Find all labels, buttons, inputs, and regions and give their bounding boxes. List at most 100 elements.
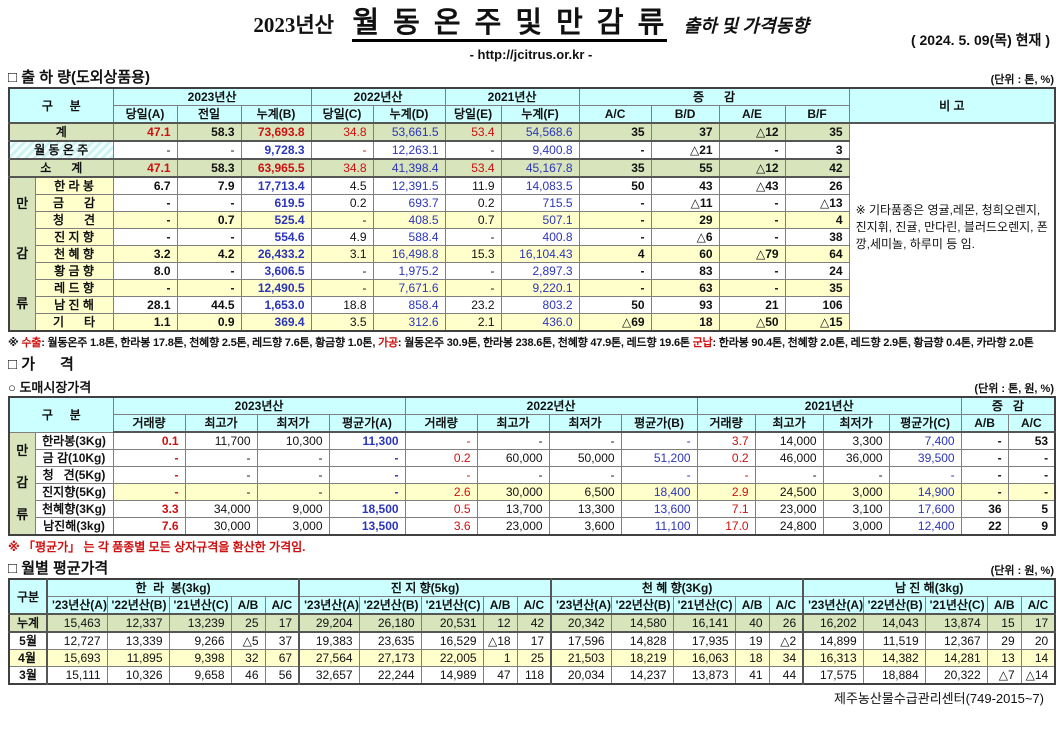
col-header: '22년산(B): [106, 596, 170, 615]
footnote-segment: 수출: [21, 337, 42, 349]
cell: 2.9: [696, 483, 756, 501]
cell: 29: [650, 211, 720, 229]
cell: 11,300: [328, 431, 406, 450]
cell: 67: [264, 649, 300, 667]
cell: 14,899: [802, 631, 864, 650]
cell: 29: [986, 631, 1022, 650]
cell: 13,500: [328, 517, 406, 536]
cell: -: [960, 449, 1009, 467]
cell: -: [888, 466, 962, 484]
cell: 35: [784, 279, 850, 297]
cell: △6: [650, 228, 720, 246]
cell: 47.1: [112, 158, 178, 178]
cell: 55: [650, 158, 720, 178]
row-label: 남진해(3kg): [34, 517, 114, 536]
cell: 1,653.0: [240, 296, 312, 314]
col-header: 평균가(C): [888, 414, 962, 433]
cell: 6.7: [112, 176, 178, 195]
page-title: 월 동 온 주 및 만 감 류: [352, 7, 668, 42]
cell: △79: [718, 245, 786, 263]
cell: 53: [1007, 431, 1056, 450]
cell: -: [718, 140, 786, 160]
cell: -: [112, 228, 178, 246]
cell: 4: [578, 245, 652, 263]
footer-org: 제주농산물수급관리센터(749-2015~7): [834, 691, 1044, 706]
cell: 2.1: [444, 313, 502, 332]
cell: -: [718, 211, 786, 229]
price-table: 구 분 2023년산 2022년산 2021년산 증 감 거래량 최고가 최저가 평균가(A) 거…: [8, 396, 1057, 536]
monthly-section-head: □ 월별 평균가격 (단위 : 원, %): [8, 557, 1054, 578]
cell: 30,000: [184, 517, 258, 536]
shipment-row: 청 견 -0.7 525.4-408.5 0.7 507.1-29-4: [9, 211, 1055, 229]
cell: 715.5: [500, 194, 580, 212]
cell: -: [960, 483, 1009, 501]
col-header: 한 라 봉(3kg): [45, 578, 300, 597]
cell: -: [822, 466, 890, 484]
col-header: A/B: [734, 596, 770, 615]
cell: 619.5: [240, 194, 312, 212]
cell: 693.7: [372, 194, 446, 212]
cell: 400.8: [500, 228, 580, 246]
cell: 4.5: [310, 176, 374, 195]
cell: 1: [482, 649, 518, 667]
price-table-header: 구 분 2023년산 2022년산 2021년산 증 감 거래량 최고가 최저가 평균가(A) 거…: [8, 396, 1056, 433]
report-page: 2023년산 월 동 온 주 및 만 감 류 출하 및 가격동향 - http:…: [8, 7, 1057, 706]
col-header: 2023년산: [112, 396, 406, 415]
cell: 26: [768, 613, 804, 633]
shipment-unit-label: (단위 : 톤, %): [990, 74, 1054, 86]
col-header: A/C: [516, 596, 552, 615]
row-label: 한 라 봉: [34, 176, 114, 195]
col-header: 2022년산: [404, 396, 698, 415]
cell: 3,600: [548, 517, 622, 536]
cell: 54,568.6: [500, 122, 580, 142]
cell: -: [444, 228, 502, 246]
col-header: '23년산(A): [802, 596, 864, 615]
shipment-table-body: 계 47.1 58.3 73,693.8 34.8 53,661.5 53.4 54,568.…: [8, 122, 1056, 332]
cell: 17: [1020, 613, 1056, 633]
title-year: 2023년산: [253, 13, 334, 37]
cell: 23,000: [754, 500, 824, 518]
cell: 7.1: [696, 500, 756, 518]
col-header: 2022년산: [310, 87, 446, 106]
col-header: 누계(F): [500, 105, 580, 124]
cell: 14,237: [610, 666, 674, 685]
cell: 58.3: [176, 122, 242, 142]
cell: -: [176, 140, 242, 160]
cell: -: [256, 449, 330, 467]
cell: 17,935: [672, 631, 736, 650]
col-header: '21년산(C): [168, 596, 232, 615]
cell: 18.8: [310, 296, 374, 314]
cell: 11,519: [862, 631, 926, 650]
cell: 13,600: [620, 500, 698, 518]
cell: -: [578, 211, 652, 229]
price-row: 남진해(3kg) 7.6 30,000 3,000 13,500 3.6 23,000 3,6…: [9, 517, 1056, 536]
cell: 13,339: [106, 631, 170, 650]
cell: 2,897.3: [500, 262, 580, 280]
cell: -: [112, 194, 178, 212]
cell: 12,391.5: [372, 176, 446, 195]
cell: 41,398.4: [372, 158, 446, 178]
cell: 24,500: [754, 483, 824, 501]
cell: 0.5: [404, 500, 478, 518]
shipment-row: 남 진 해 28.1 44.5 1,653.0 18.8 858.4 23.2 803.2 50…: [9, 296, 1055, 314]
cell: 408.5: [372, 211, 446, 229]
cell: 554.6: [240, 228, 312, 246]
cell: 38: [784, 228, 850, 246]
cell: 24,800: [754, 517, 824, 536]
footnote-segment: : 월동온주 1.8톤, 한라봉 17.8톤, 천혜향 2.5톤, 레드향 7.…: [41, 337, 379, 349]
cell: 14,989: [420, 666, 484, 685]
cell: △50: [718, 313, 786, 332]
col-header: 당일(A): [112, 105, 178, 124]
as-of-date: ( 2024. 5. 09(목) 현재 ): [910, 32, 1050, 48]
col-header: '23년산(A): [550, 596, 612, 615]
cell: △15: [784, 313, 850, 332]
cell: 21: [718, 296, 786, 314]
cell: 22,005: [420, 649, 484, 667]
cell: 12,727: [46, 631, 108, 650]
cell: △21: [650, 140, 720, 160]
cell: 14,281: [924, 649, 988, 667]
cell: △5: [230, 631, 266, 650]
cell: -: [404, 466, 478, 484]
row-label: 황 금 향: [34, 262, 114, 280]
